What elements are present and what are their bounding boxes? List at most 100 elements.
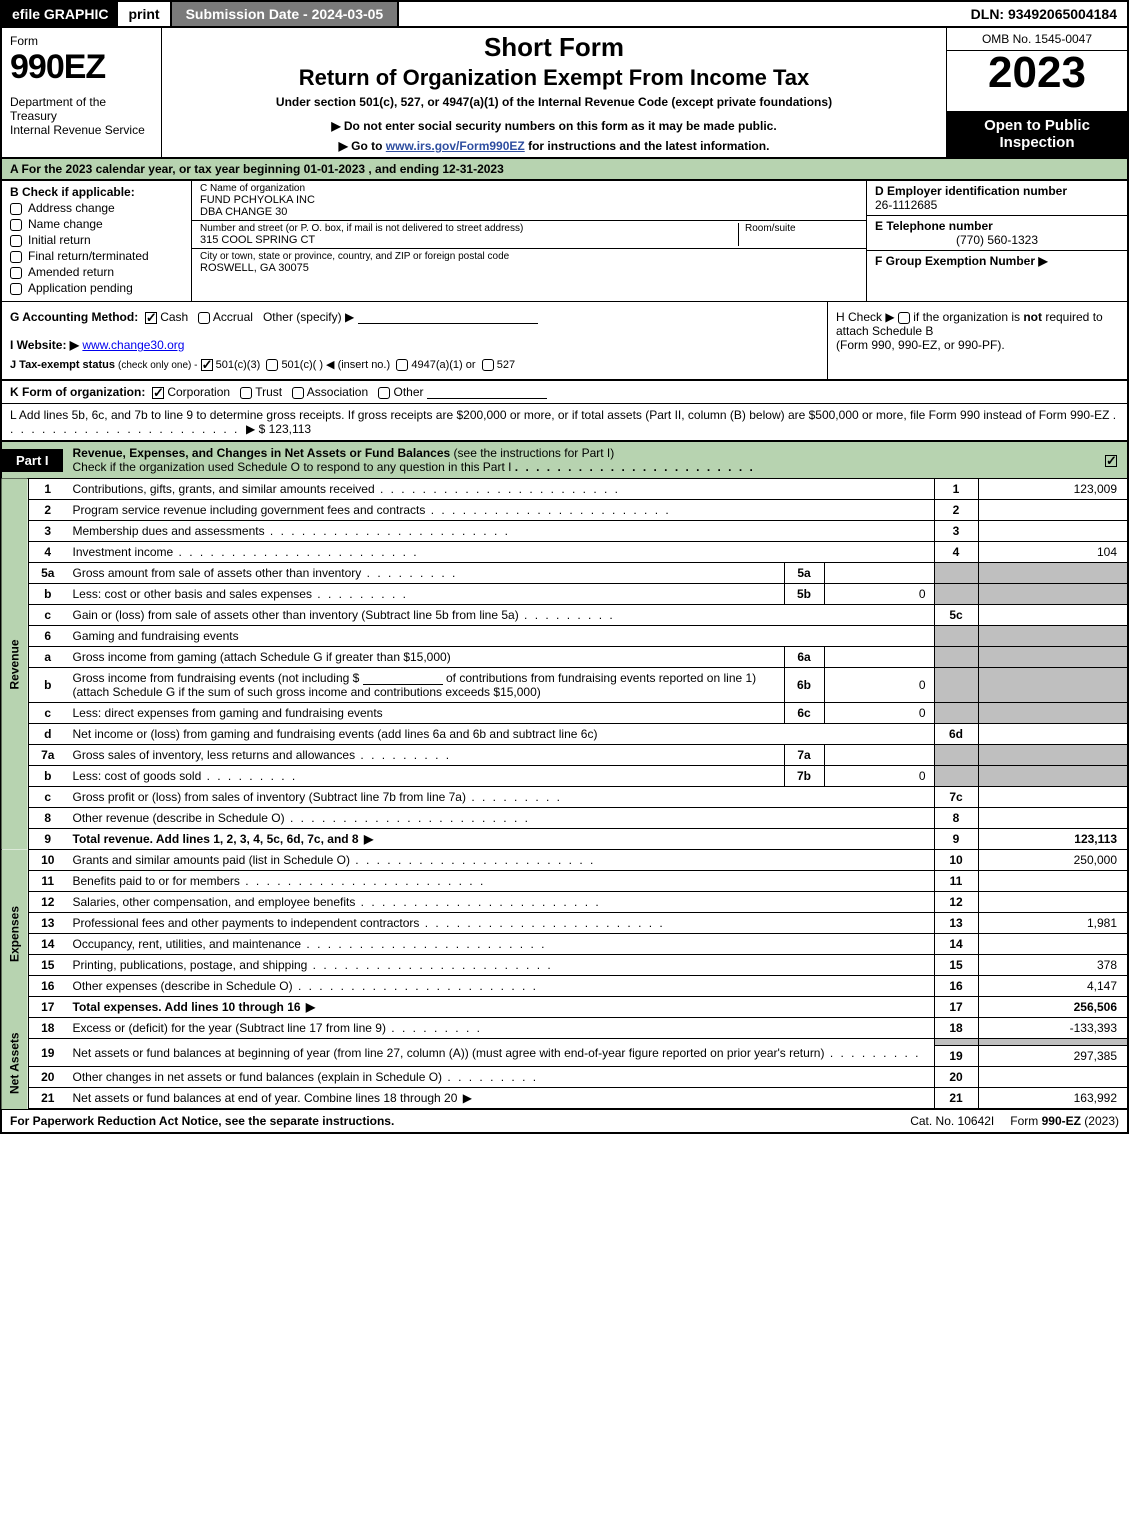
footer: For Paperwork Reduction Act Notice, see … — [0, 1109, 1129, 1134]
l6b-n: b — [29, 668, 67, 703]
chk-application-pending[interactable] — [10, 283, 22, 295]
l17-n: 17 — [29, 997, 67, 1018]
chk-name-change[interactable] — [10, 219, 22, 231]
l7a-ib: 7a — [784, 745, 824, 766]
l20-v — [978, 1067, 1128, 1088]
side-revenue: Revenue — [1, 479, 29, 850]
c-addr-label: Number and street (or P. O. box, if mail… — [200, 223, 738, 234]
l4-r: 4 — [934, 542, 978, 563]
i-label: I Website: ▶ — [10, 338, 79, 352]
chk-final-return[interactable] — [10, 251, 22, 263]
l19-vs — [978, 1039, 1128, 1046]
website-link[interactable]: www.change30.org — [82, 338, 184, 352]
g-other-input[interactable] — [358, 310, 538, 324]
l18-r: 18 — [934, 1018, 978, 1039]
l6a-iv — [824, 647, 934, 668]
org-city: ROSWELL, GA 30075 — [200, 262, 858, 274]
l16-n: 16 — [29, 976, 67, 997]
form-note: ▶ Do not enter social security numbers o… — [170, 119, 938, 133]
irs-link[interactable]: www.irs.gov/Form990EZ — [386, 139, 525, 153]
l20-d: Other changes in net assets or fund bala… — [73, 1070, 539, 1084]
footer-left: For Paperwork Reduction Act Notice, see … — [2, 1110, 902, 1132]
chk-4947[interactable] — [396, 359, 408, 371]
part-i-title-text: Revenue, Expenses, and Changes in Net As… — [73, 446, 451, 460]
l3-v — [978, 521, 1128, 542]
l18-n: 18 — [29, 1018, 67, 1039]
col-c: C Name of organization FUND PCHYOLKA INC… — [192, 181, 867, 301]
h-text1: H Check ▶ — [836, 310, 895, 324]
e-phone-row: E Telephone number (770) 560-1323 — [867, 216, 1127, 251]
h-box: H Check ▶ if the organization is not req… — [827, 302, 1127, 379]
l5c-n: c — [29, 605, 67, 626]
org-address: 315 COOL SPRING CT — [200, 234, 738, 246]
k-other-input[interactable] — [427, 385, 547, 399]
row-k: K Form of organization: Corporation Trus… — [0, 381, 1129, 404]
chk-assoc[interactable] — [292, 387, 304, 399]
chk-part-i[interactable] — [1105, 455, 1117, 467]
l8-d: Other revenue (describe in Schedule O) — [73, 811, 530, 825]
l7c-n: c — [29, 787, 67, 808]
l11-d: Benefits paid to or for members — [73, 874, 486, 888]
l14-d: Occupancy, rent, utilities, and maintena… — [73, 937, 547, 951]
l13-n: 13 — [29, 913, 67, 934]
chk-trust[interactable] — [240, 387, 252, 399]
l5a-iv — [824, 563, 934, 584]
chk-501c3[interactable] — [201, 359, 213, 371]
chk-address-change[interactable] — [10, 203, 22, 215]
l1-r: 1 — [934, 479, 978, 500]
c-city-label: City or town, state or province, country… — [200, 251, 858, 262]
form-header: Form 990EZ Department of the Treasury In… — [0, 28, 1129, 159]
chk-amended-return[interactable] — [10, 267, 22, 279]
l19-rs — [934, 1039, 978, 1046]
l11-r: 11 — [934, 871, 978, 892]
h-text4: (Form 990, 990-EZ, or 990-PF). — [836, 338, 1005, 352]
l5a-n: 5a — [29, 563, 67, 584]
h-text2: if the organization is — [913, 310, 1023, 324]
chk-corp[interactable] — [152, 387, 164, 399]
row-l: L Add lines 5b, 6c, and 7b to line 9 to … — [0, 404, 1129, 442]
l15-v: 378 — [978, 955, 1128, 976]
l6b-blank[interactable] — [363, 671, 443, 685]
chk-h[interactable] — [898, 312, 910, 324]
j-sub: (check only one) - — [118, 360, 197, 371]
l7b-rs — [934, 766, 978, 787]
l20-n: 20 — [29, 1067, 67, 1088]
l6b-rs — [934, 668, 978, 703]
l7c-v — [978, 787, 1128, 808]
l13-v: 1,981 — [978, 913, 1128, 934]
l17-v: 256,506 — [978, 997, 1128, 1018]
l6a-d: Gross income from gaming (attach Schedul… — [67, 647, 785, 668]
c-name-row: C Name of organization FUND PCHYOLKA INC… — [192, 181, 866, 221]
chk-527[interactable] — [482, 359, 494, 371]
k-o4: Other — [394, 385, 424, 399]
part-i-title: Revenue, Expenses, and Changes in Net As… — [63, 442, 1095, 478]
print-button[interactable]: print — [118, 2, 169, 26]
l6a-n: a — [29, 647, 67, 668]
group-label: F Group Exemption Number ▶ — [875, 254, 1048, 268]
col-b: B Check if applicable: Address change Na… — [2, 181, 192, 301]
room-label: Room/suite — [745, 223, 858, 234]
l9-r: 9 — [934, 829, 978, 850]
l6b-ib: 6b — [784, 668, 824, 703]
l6c-vs — [978, 703, 1128, 724]
l18-v: -133,393 — [978, 1018, 1128, 1039]
l3-d: Membership dues and assessments — [73, 524, 510, 538]
h-not: not — [1023, 310, 1042, 324]
l2-v — [978, 500, 1128, 521]
l19-n: 19 — [29, 1039, 67, 1067]
l5b-ib: 5b — [784, 584, 824, 605]
l12-v — [978, 892, 1128, 913]
l3-r: 3 — [934, 521, 978, 542]
chk-501c[interactable] — [266, 359, 278, 371]
chk-initial-return[interactable] — [10, 235, 22, 247]
l19-r: 19 — [934, 1046, 978, 1067]
l6b-d: Gross income from fundraising events (no… — [67, 668, 785, 703]
chk-accrual[interactable] — [198, 312, 210, 324]
chk-cash[interactable] — [145, 312, 157, 324]
l8-r: 8 — [934, 808, 978, 829]
l15-d: Printing, publications, postage, and shi… — [73, 958, 553, 972]
l17-r: 17 — [934, 997, 978, 1018]
org-dba: DBA CHANGE 30 — [200, 206, 858, 218]
form-title: Return of Organization Exempt From Incom… — [170, 65, 938, 91]
chk-other[interactable] — [378, 387, 390, 399]
